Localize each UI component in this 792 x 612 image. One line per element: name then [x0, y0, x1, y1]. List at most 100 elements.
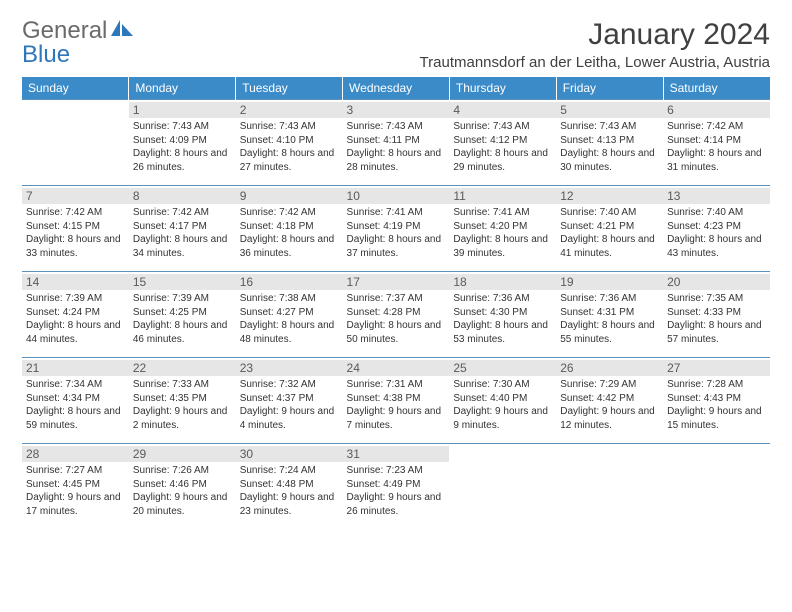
calendar-day-cell: 2 Sunrise: 7:43 AMSunset: 4:10 PMDaylight…: [236, 100, 343, 186]
day-details: Sunrise: 7:30 AMSunset: 4:40 PMDaylight:…: [453, 378, 552, 432]
day-number: 11: [449, 188, 556, 204]
day-details: Sunrise: 7:23 AMSunset: 4:49 PMDaylight:…: [347, 464, 446, 518]
day-details: Sunrise: 7:24 AMSunset: 4:48 PMDaylight:…: [240, 464, 339, 518]
day-details: Sunrise: 7:43 AMSunset: 4:12 PMDaylight:…: [453, 120, 552, 174]
calendar-day-cell: 10 Sunrise: 7:41 AMSunset: 4:19 PMDayligh…: [343, 186, 450, 272]
day-details: Sunrise: 7:27 AMSunset: 4:45 PMDaylight:…: [26, 464, 125, 518]
day-details: Sunrise: 7:43 AMSunset: 4:10 PMDaylight:…: [240, 120, 339, 174]
calendar-day-cell: 28 Sunrise: 7:27 AMSunset: 4:45 PMDayligh…: [22, 444, 129, 530]
calendar-day-cell: 29 Sunrise: 7:26 AMSunset: 4:46 PMDayligh…: [129, 444, 236, 530]
calendar-week-row: 14 Sunrise: 7:39 AMSunset: 4:24 PMDayligh…: [22, 272, 770, 358]
day-details: Sunrise: 7:43 AMSunset: 4:13 PMDaylight:…: [560, 120, 659, 174]
calendar-day-cell: 15 Sunrise: 7:39 AMSunset: 4:25 PMDayligh…: [129, 272, 236, 358]
day-number: 27: [663, 360, 770, 376]
weekday-header: Tuesday: [236, 77, 343, 100]
logo-sails-icon: [109, 18, 135, 43]
day-details: Sunrise: 7:40 AMSunset: 4:23 PMDaylight:…: [667, 206, 766, 260]
day-details: Sunrise: 7:26 AMSunset: 4:46 PMDaylight:…: [133, 464, 232, 518]
day-number: 1: [129, 102, 236, 118]
location-subtitle: Trautmannsdorf an der Leitha, Lower Aust…: [420, 54, 770, 71]
day-number: 21: [22, 360, 129, 376]
calendar-day-cell: [556, 444, 663, 530]
day-details: Sunrise: 7:36 AMSunset: 4:31 PMDaylight:…: [560, 292, 659, 346]
logo-text-2: Blue: [22, 41, 70, 68]
day-details: Sunrise: 7:35 AMSunset: 4:33 PMDaylight:…: [667, 292, 766, 346]
day-details: Sunrise: 7:36 AMSunset: 4:30 PMDaylight:…: [453, 292, 552, 346]
calendar-day-cell: 12Sunrise: 7:40 AMSunset: 4:21 PMDayligh…: [556, 186, 663, 272]
calendar-day-cell: 19Sunrise: 7:36 AMSunset: 4:31 PMDayligh…: [556, 272, 663, 358]
day-details: Sunrise: 7:43 AMSunset: 4:09 PMDaylight:…: [133, 120, 232, 174]
day-number: 7: [22, 188, 129, 204]
logo: General Blue: [22, 18, 135, 67]
day-details: Sunrise: 7:34 AMSunset: 4:34 PMDaylight:…: [26, 378, 125, 432]
day-details: Sunrise: 7:39 AMSunset: 4:24 PMDaylight:…: [26, 292, 125, 346]
day-details: Sunrise: 7:39 AMSunset: 4:25 PMDaylight:…: [133, 292, 232, 346]
calendar-day-cell: 3 Sunrise: 7:43 AMSunset: 4:11 PMDaylight…: [343, 100, 450, 186]
calendar-week-row: 1 Sunrise: 7:43 AMSunset: 4:09 PMDaylight…: [22, 100, 770, 186]
calendar-day-cell: 6Sunrise: 7:42 AMSunset: 4:14 PMDaylight…: [663, 100, 770, 186]
weekday-header: Thursday: [449, 77, 556, 100]
calendar-week-row: 21 Sunrise: 7:34 AMSunset: 4:34 PMDayligh…: [22, 358, 770, 444]
calendar-day-cell: 30 Sunrise: 7:24 AMSunset: 4:48 PMDayligh…: [236, 444, 343, 530]
calendar-day-cell: 22 Sunrise: 7:33 AMSunset: 4:35 PMDayligh…: [129, 358, 236, 444]
calendar-day-cell: 16Sunrise: 7:38 AMSunset: 4:27 PMDayligh…: [236, 272, 343, 358]
calendar-day-cell: 23Sunrise: 7:32 AMSunset: 4:37 PMDayligh…: [236, 358, 343, 444]
calendar-table: SundayMondayTuesdayWednesdayThursdayFrid…: [22, 77, 770, 530]
weekday-header: Monday: [129, 77, 236, 100]
day-number: 22: [129, 360, 236, 376]
day-details: Sunrise: 7:41 AMSunset: 4:19 PMDaylight:…: [347, 206, 446, 260]
calendar-day-cell: 4 Sunrise: 7:43 AMSunset: 4:12 PMDaylight…: [449, 100, 556, 186]
day-details: Sunrise: 7:41 AMSunset: 4:20 PMDaylight:…: [453, 206, 552, 260]
day-details: Sunrise: 7:37 AMSunset: 4:28 PMDaylight:…: [347, 292, 446, 346]
calendar-day-cell: 8 Sunrise: 7:42 AMSunset: 4:17 PMDaylight…: [129, 186, 236, 272]
day-number: 26: [556, 360, 663, 376]
day-number: 25: [449, 360, 556, 376]
day-number: 10: [343, 188, 450, 204]
weekday-header: Friday: [556, 77, 663, 100]
weekday-header: Sunday: [22, 77, 129, 100]
day-details: Sunrise: 7:42 AMSunset: 4:17 PMDaylight:…: [133, 206, 232, 260]
weekday-header: Saturday: [663, 77, 770, 100]
logo-text-1: General: [22, 17, 107, 44]
day-number: 15: [129, 274, 236, 290]
day-number: 24: [343, 360, 450, 376]
calendar-day-cell: 20 Sunrise: 7:35 AMSunset: 4:33 PMDayligh…: [663, 272, 770, 358]
day-number: 5: [556, 102, 663, 118]
calendar-day-cell: 25 Sunrise: 7:30 AMSunset: 4:40 PMDayligh…: [449, 358, 556, 444]
day-number: 9: [236, 188, 343, 204]
day-number: 16: [236, 274, 343, 290]
day-number: 14: [22, 274, 129, 290]
day-number: 28: [22, 446, 129, 462]
calendar-day-cell: 7Sunrise: 7:42 AMSunset: 4:15 PMDaylight…: [22, 186, 129, 272]
day-number: 23: [236, 360, 343, 376]
calendar-week-row: 7Sunrise: 7:42 AMSunset: 4:15 PMDaylight…: [22, 186, 770, 272]
weekday-header: Wednesday: [343, 77, 450, 100]
day-details: Sunrise: 7:33 AMSunset: 4:35 PMDaylight:…: [133, 378, 232, 432]
day-number: 13: [663, 188, 770, 204]
day-details: Sunrise: 7:31 AMSunset: 4:38 PMDaylight:…: [347, 378, 446, 432]
day-number: 17: [343, 274, 450, 290]
calendar-day-cell: 26 Sunrise: 7:29 AMSunset: 4:42 PMDayligh…: [556, 358, 663, 444]
calendar-day-cell: 13 Sunrise: 7:40 AMSunset: 4:23 PMDayligh…: [663, 186, 770, 272]
day-number: 8: [129, 188, 236, 204]
day-number: 20: [663, 274, 770, 290]
header: General Blue January 2024 Trautmannsdorf…: [22, 18, 770, 71]
day-number: 3: [343, 102, 450, 118]
calendar-day-cell: [663, 444, 770, 530]
day-number: 4: [449, 102, 556, 118]
calendar-day-cell: 31Sunrise: 7:23 AMSunset: 4:49 PMDayligh…: [343, 444, 450, 530]
day-details: Sunrise: 7:43 AMSunset: 4:11 PMDaylight:…: [347, 120, 446, 174]
day-number: 30: [236, 446, 343, 462]
day-number: 2: [236, 102, 343, 118]
calendar-day-cell: [449, 444, 556, 530]
day-number: 29: [129, 446, 236, 462]
day-details: Sunrise: 7:29 AMSunset: 4:42 PMDaylight:…: [560, 378, 659, 432]
day-details: Sunrise: 7:42 AMSunset: 4:14 PMDaylight:…: [667, 120, 766, 174]
calendar-day-cell: [22, 100, 129, 186]
calendar-day-cell: 14 Sunrise: 7:39 AMSunset: 4:24 PMDayligh…: [22, 272, 129, 358]
calendar-day-cell: 11 Sunrise: 7:41 AMSunset: 4:20 PMDayligh…: [449, 186, 556, 272]
calendar-day-cell: 1 Sunrise: 7:43 AMSunset: 4:09 PMDaylight…: [129, 100, 236, 186]
calendar-day-cell: 5 Sunrise: 7:43 AMSunset: 4:13 PMDaylight…: [556, 100, 663, 186]
calendar-week-row: 28 Sunrise: 7:27 AMSunset: 4:45 PMDayligh…: [22, 444, 770, 530]
calendar-day-cell: 9Sunrise: 7:42 AMSunset: 4:18 PMDaylight…: [236, 186, 343, 272]
